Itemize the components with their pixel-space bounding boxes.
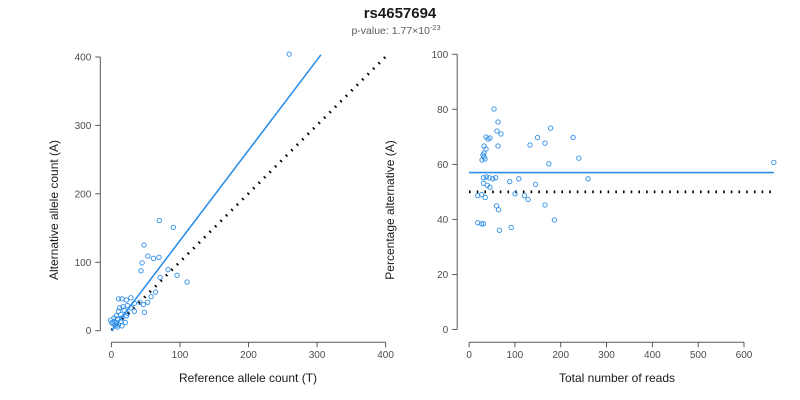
svg-text:Alternative allele count (A): Alternative allele count (A) [47,140,61,280]
svg-text:0: 0 [109,350,115,361]
svg-text:80: 80 [437,105,449,116]
svg-text:p-value: 1.77×10-23: p-value: 1.77×10-23 [351,23,440,37]
svg-text:0: 0 [86,326,92,337]
svg-text:rs4657694: rs4657694 [364,5,437,22]
svg-text:100: 100 [75,258,92,269]
svg-text:600: 600 [736,350,753,361]
svg-text:100: 100 [432,50,449,61]
svg-text:400: 400 [377,350,394,361]
svg-text:Total number of reads: Total number of reads [559,371,675,385]
svg-text:Percentage alternative (A): Percentage alternative (A) [383,140,397,279]
svg-text:100: 100 [507,350,524,361]
svg-text:0: 0 [443,325,449,336]
svg-text:500: 500 [690,350,707,361]
svg-text:200: 200 [552,350,569,361]
svg-text:300: 300 [598,350,615,361]
svg-text:400: 400 [75,53,92,64]
svg-text:60: 60 [437,160,449,171]
svg-text:0: 0 [466,350,472,361]
svg-text:300: 300 [309,350,326,361]
svg-text:200: 200 [240,350,257,361]
svg-text:100: 100 [172,350,189,361]
svg-text:20: 20 [437,270,449,281]
svg-text:Reference allele count (T): Reference allele count (T) [179,371,317,385]
svg-text:300: 300 [75,121,92,132]
svg-text:200: 200 [75,189,92,200]
svg-text:40: 40 [437,215,449,226]
svg-text:400: 400 [644,350,661,361]
